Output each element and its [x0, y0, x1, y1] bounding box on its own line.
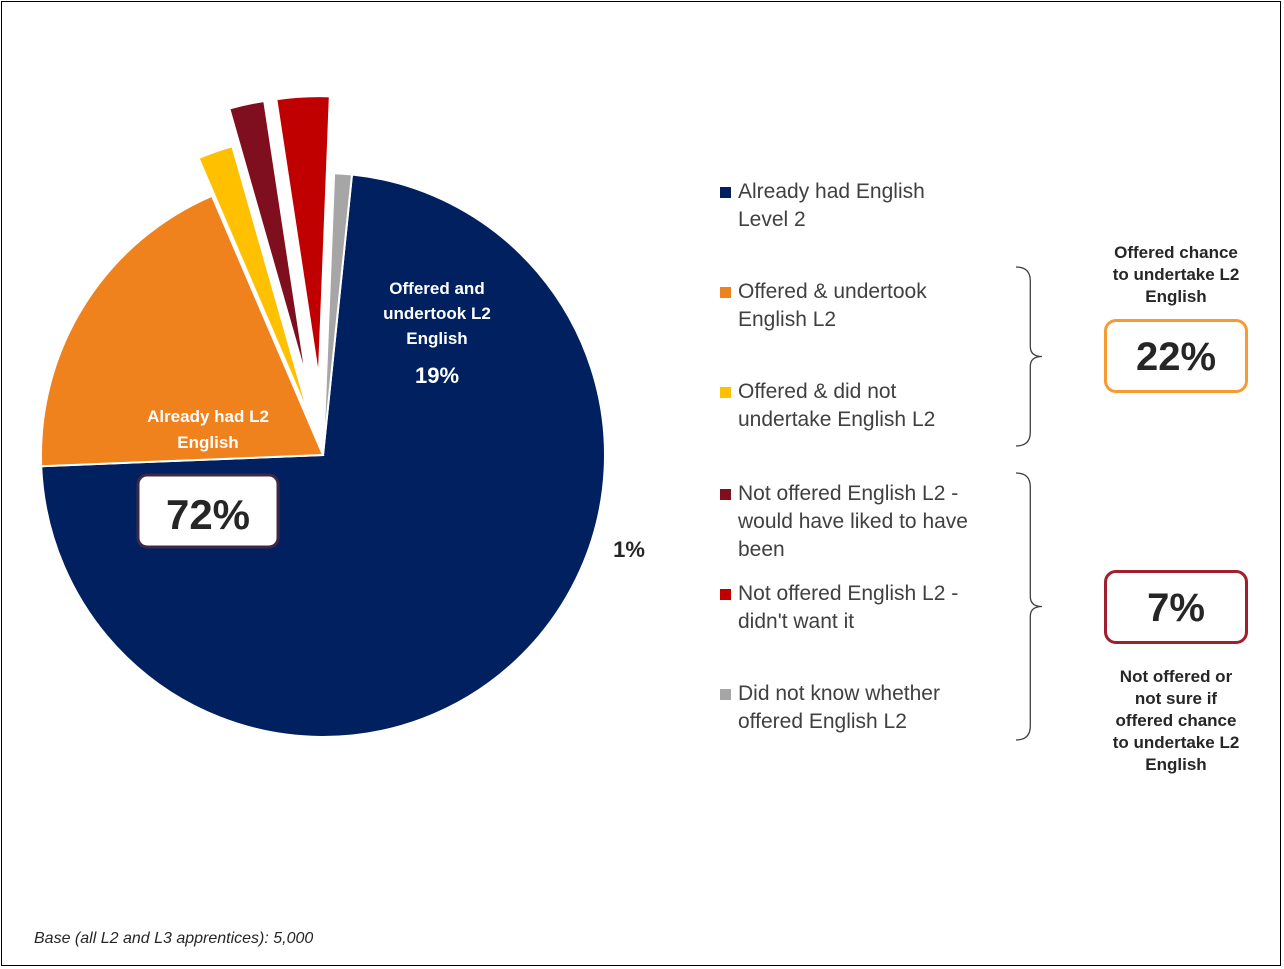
- legend-swatch-6: [720, 689, 731, 700]
- legend-item-3: Offered & did not undertake English L2: [720, 378, 1020, 434]
- legend-label-3: Offered & did not undertake English L2: [738, 380, 936, 431]
- slice-6-value-label: 1%: [613, 537, 645, 562]
- slice-5-value-label: 3%: [625, 482, 657, 507]
- legend-label-6: Did not know whether offered English L2: [738, 682, 940, 733]
- legend-swatch-2: [720, 287, 731, 298]
- slice-4-wedge: [228, 99, 308, 381]
- slice-4-value-label: 2%: [627, 433, 659, 458]
- slice-1-label-line-1: Already had L2: [147, 407, 269, 426]
- legend-item-6: Did not know whether offered English L2: [720, 680, 1020, 736]
- group-not-offered-total: 7%: [1104, 570, 1248, 644]
- legend-swatch-5: [720, 589, 731, 600]
- slice-2-value-label: 19%: [415, 363, 459, 388]
- slice-2-wedge: [40, 194, 325, 468]
- legend-item-1: Already had English Level 2: [720, 178, 1020, 234]
- slice-3-value-label: 2%: [622, 393, 654, 418]
- legend-label-5: Not offered English L2 - didn't want it: [738, 582, 959, 633]
- group-not-offered-brace: [1015, 472, 1043, 741]
- legend-swatch-1: [720, 187, 731, 198]
- legend-item-2: Offered & undertook English L2: [720, 278, 1020, 334]
- slice-2-label-line-2: undertook L2: [383, 304, 491, 323]
- slice-6-wedge: [322, 172, 354, 456]
- slice-1-value-box: [136, 473, 280, 549]
- legend-swatch-4: [720, 489, 731, 500]
- slice-2-label-line-1: Offered and: [389, 279, 484, 298]
- legend-label-2: Offered & undertook English L2: [738, 280, 927, 331]
- legend-label-4: Not offered English L2 - would have like…: [738, 482, 968, 561]
- group-offered-title: Offered chance to undertake L2 English: [1112, 243, 1240, 306]
- slice-1-label-line-2: English: [177, 433, 238, 452]
- slice-2-label-line-3: English: [406, 329, 467, 348]
- legend-item-5: Not offered English L2 - didn't want it: [720, 580, 1020, 636]
- legend-item-4: Not offered English L2 - would have like…: [720, 480, 1020, 564]
- slice-3-wedge: [197, 144, 311, 418]
- group-not-offered-title: Not offered or not sure if offered chanc…: [1112, 667, 1240, 774]
- group-offered-brace: [1015, 266, 1043, 447]
- legend-label-1: Already had English Level 2: [738, 180, 925, 231]
- base-footnote: Base (all L2 and L3 apprentices): 5,000: [34, 930, 314, 947]
- legend-swatch-3: [720, 387, 731, 398]
- slice-5-wedge: [275, 95, 331, 379]
- group-offered-total: 22%: [1104, 319, 1248, 393]
- slice-1-value-label: 72%: [166, 491, 250, 538]
